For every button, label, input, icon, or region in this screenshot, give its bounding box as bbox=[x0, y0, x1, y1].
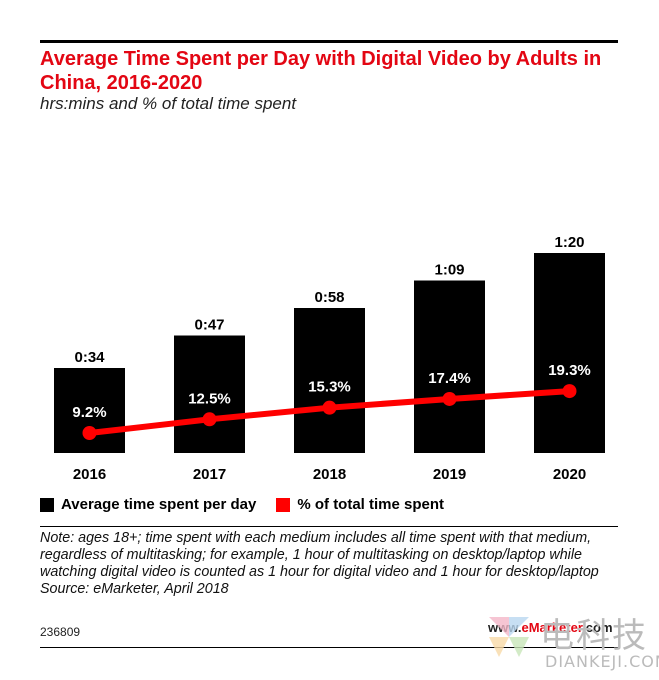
bar-series bbox=[54, 253, 605, 453]
bar-label-2017: 0:47 bbox=[194, 317, 224, 334]
chart-title: Average Time Spent per Day with Digital … bbox=[40, 48, 602, 94]
x-tick-2020: 2020 bbox=[553, 466, 586, 483]
chart-id: 236809 bbox=[40, 625, 81, 639]
legend-label-bars: Average time spent per day bbox=[61, 496, 257, 513]
x-tick-2017: 2017 bbox=[193, 466, 226, 483]
footer-divider bbox=[40, 526, 618, 527]
bar-2017 bbox=[174, 335, 245, 453]
top-rule bbox=[40, 40, 618, 43]
percent-label-2019: 17.4% bbox=[428, 370, 471, 387]
watermark-logo-icon bbox=[489, 617, 529, 657]
bar-label-2019: 1:09 bbox=[434, 262, 464, 279]
x-tick-2019: 2019 bbox=[433, 466, 466, 483]
percent-label-2018: 15.3% bbox=[308, 379, 351, 396]
bar-2019 bbox=[414, 280, 485, 453]
percent-label-2017: 12.5% bbox=[188, 390, 231, 407]
bar-label-2018: 0:58 bbox=[314, 289, 344, 306]
legend-item-line: % of total time spent bbox=[276, 496, 444, 513]
percent-point-2019 bbox=[442, 391, 457, 406]
percent-point-2020 bbox=[562, 384, 577, 399]
percent-line-series bbox=[82, 384, 577, 440]
legend-swatch-line bbox=[276, 497, 291, 512]
legend-swatch-bars bbox=[40, 497, 54, 512]
watermark-chinese: 电科技 bbox=[540, 616, 648, 656]
bar-2020 bbox=[534, 253, 605, 453]
percent-point-2016 bbox=[82, 426, 97, 440]
x-tick-2018: 2018 bbox=[313, 466, 346, 483]
bar-label-2020: 1:20 bbox=[554, 234, 584, 251]
x-axis-tick-labels: 2016 2017 2018 2019 2020 bbox=[73, 466, 586, 483]
legend-label-line: % of total time spent bbox=[297, 496, 445, 513]
percent-point-2018 bbox=[322, 400, 337, 415]
chart-area: 0:34 0:47 0:58 1:09 1:20 9.2% 12.5% 15.3% 17.4%… bbox=[54, 234, 605, 483]
bar-2018 bbox=[294, 308, 365, 453]
source-text: Source: eMarketer, April 2018 bbox=[40, 581, 229, 597]
percent-label-2020: 19.3% bbox=[548, 362, 591, 379]
bar-value-labels: 0:34 0:47 0:58 1:09 1:20 bbox=[74, 234, 584, 366]
watermark-english: DIANKEJI.COM bbox=[545, 652, 659, 671]
x-tick-2016: 2016 bbox=[73, 466, 106, 483]
legend-item-bars: Average time spent per day bbox=[40, 496, 256, 513]
note-text: Note: ages 18+; time spent with each med… bbox=[40, 530, 599, 580]
footnote: Note: ages 18+; time spent with each med… bbox=[40, 530, 630, 598]
percent-point-2017 bbox=[202, 412, 217, 427]
brand-highlight: eMarketer bbox=[521, 620, 583, 635]
legend: Average time spent per day % of total ti… bbox=[40, 496, 464, 513]
percent-label-2016: 9.2% bbox=[72, 404, 106, 421]
chart-subtitle: hrs:mins and % of total time spent bbox=[40, 94, 297, 113]
bar-label-2016: 0:34 bbox=[74, 349, 105, 366]
bottom-rule bbox=[40, 647, 618, 648]
brand-suffix: .com bbox=[582, 620, 613, 635]
percent-value-labels: 9.2% 12.5% 15.3% 17.4% 19.3% bbox=[72, 362, 590, 421]
